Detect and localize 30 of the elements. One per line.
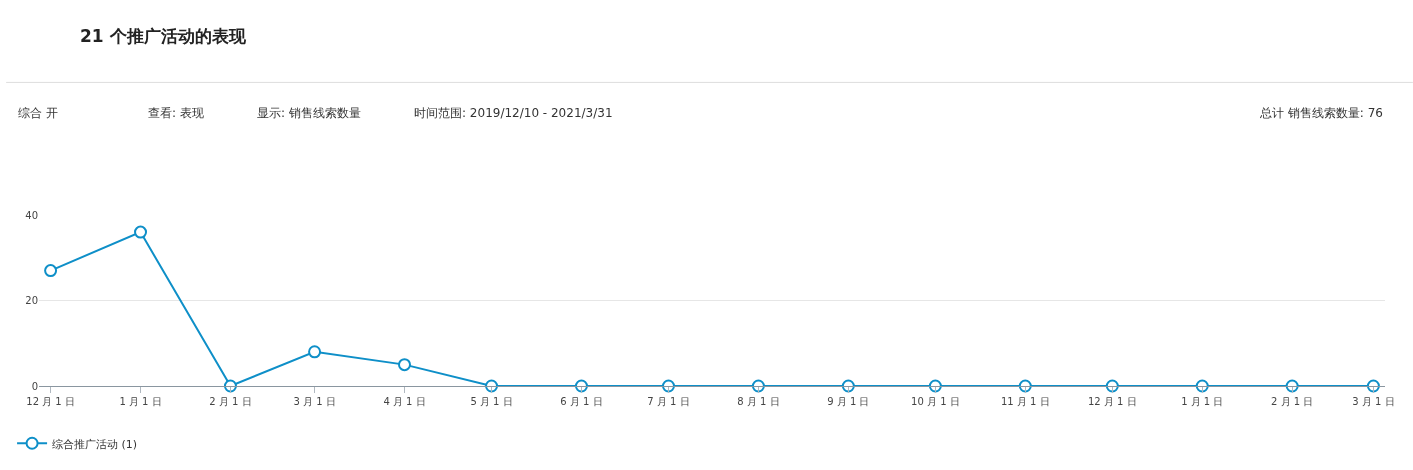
- x-tick-label: 1 月 1 日: [119, 396, 162, 407]
- x-tick-label: 2 月 1 日: [1271, 396, 1314, 407]
- legend-label: 综合推广活动 (1): [52, 437, 138, 451]
- y-tick-label: 0: [31, 380, 38, 392]
- x-tick-label: 7 月 1 日: [647, 396, 690, 407]
- text: 时间范围: 2019/12/10 - 2021/3/31: [414, 106, 613, 120]
- text: 显示: 销售线索数量: [257, 106, 361, 120]
- x-tick-label: 5 月 1 日: [470, 396, 513, 407]
- point: [308, 345, 322, 359]
- x-tick-label: 11 月 1 日: [1000, 396, 1050, 407]
- y-tick-label: 40: [25, 209, 38, 221]
- x-tick-label: 12 月 1 日: [1088, 396, 1137, 407]
- x-tick-label: 2 月 1 日: [209, 396, 252, 407]
- x-tick-label: 8 月 1 日: [737, 396, 780, 407]
- point: [44, 264, 58, 278]
- x-tick-label: 3 月 1 日: [293, 396, 336, 407]
- text: 总计 销售线索数量: 76: [1259, 106, 1383, 120]
- point: [398, 358, 412, 372]
- text: 综合 开: [18, 106, 58, 120]
- x-tick-label: 9 月 1 日: [827, 396, 870, 407]
- chart-title: 21 个推广活动的表现: [80, 25, 247, 46]
- x-tick-label: 12 月 1 日: [26, 396, 75, 407]
- x-tick-label: 6 月 1 日: [560, 396, 603, 407]
- x-tick-label: 1 月 1 日: [1181, 396, 1224, 407]
- text: 查看: 表现: [148, 106, 204, 120]
- x-tick-label: 3 月 1 日: [1352, 396, 1395, 407]
- x-tick-label: 4 月 1 日: [383, 396, 426, 407]
- x-tick-label: 10 月 1 日: [911, 396, 960, 407]
- point: [134, 225, 148, 239]
- y-tick-label: 20: [25, 295, 38, 306]
